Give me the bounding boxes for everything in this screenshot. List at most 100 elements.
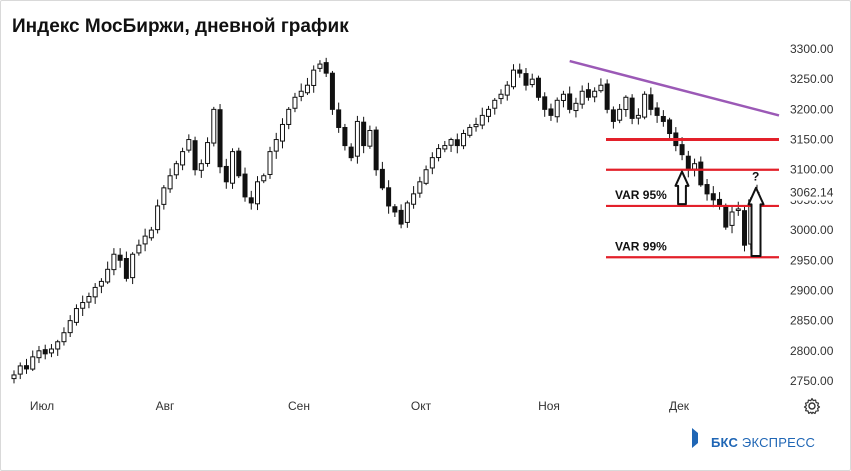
candle [498,89,504,105]
candle [167,168,173,193]
candle [554,97,560,123]
candle [398,204,404,229]
y-tick-label: 3250.00 [790,72,834,86]
y-tick-label: 3300.00 [790,42,834,56]
candle [111,248,117,276]
candle [492,97,498,115]
candle [473,117,479,132]
candle [585,82,591,101]
candle [148,226,154,241]
candle [560,90,566,108]
candle [211,106,217,147]
candle [573,97,579,118]
candle [136,239,142,256]
candle [17,362,23,380]
y-tick-label: 3000.00 [790,223,834,237]
candle [442,140,448,153]
candle [180,147,186,171]
candle [367,125,373,149]
candle [486,105,492,123]
candle [105,261,111,285]
candle [36,345,42,364]
candle [710,186,716,208]
y-tick-label: 3200.00 [790,102,834,116]
candle [610,106,616,129]
candle [230,148,236,189]
candle [735,201,741,216]
x-tick-label: Сен [288,399,310,413]
candle [704,178,710,201]
candle [198,159,204,178]
candle [142,228,148,252]
overlays-group: VAR 95% VAR 99% [569,59,780,259]
candle [567,86,573,114]
y-tick-label: 2900.00 [790,283,834,297]
candle [336,102,342,133]
candle [61,327,67,346]
candle [55,339,61,356]
y-tick-label: 2750.00 [790,374,834,388]
candle [529,73,535,88]
current-value-label: 3062.14 [790,186,834,200]
candle [454,133,460,154]
candle [255,176,261,211]
x-tick-label: Июл [30,399,54,413]
candle [342,123,348,151]
candle [186,134,192,153]
candle [73,304,79,326]
brand-rest: ЭКСПРЕСС [741,435,816,450]
candle [92,283,98,304]
candle [629,94,635,125]
candle [411,186,417,209]
candle [392,204,398,218]
candle [267,146,273,179]
candle [648,87,654,116]
candle [692,158,698,177]
candle [479,107,485,130]
candle [685,150,691,178]
candle [80,295,86,316]
candle [205,137,211,167]
candle [386,180,392,214]
candle [192,136,198,176]
candle [311,65,317,93]
y-tick-label: 2950.00 [790,253,834,267]
candle [242,167,248,202]
candle [155,199,161,234]
x-tick-label: Авг [156,399,175,413]
candle [667,117,673,139]
candle [361,116,367,154]
candle [298,83,304,102]
candle [635,108,641,125]
candle [279,118,285,149]
candle [535,75,541,101]
candle [292,92,298,113]
y-axis: 3300.003250.003200.003150.003100.003050.… [785,42,837,388]
question-mark: ? [752,170,759,184]
candle [348,143,354,162]
brand-strong: БКС [711,435,739,450]
candle [248,190,254,210]
candle [654,102,660,123]
gear-icon[interactable] [803,397,821,415]
candle [436,144,442,162]
up-arrow-icon [674,170,690,206]
candle [604,79,610,114]
level-label: VAR 95% [615,188,667,202]
candle [329,70,335,115]
trendline [569,59,780,117]
candle [286,107,292,130]
candle [86,292,92,309]
brand-logo: БКС ЭКСПРЕСС [692,428,815,450]
candle [273,132,279,159]
candle [448,137,454,152]
candle [698,156,704,187]
annotations-group: ? [674,170,765,258]
candle [223,158,229,189]
candle [523,68,529,91]
y-tick-label: 3100.00 [790,163,834,177]
candle [660,110,666,127]
candle [461,129,467,150]
candle [161,185,167,210]
